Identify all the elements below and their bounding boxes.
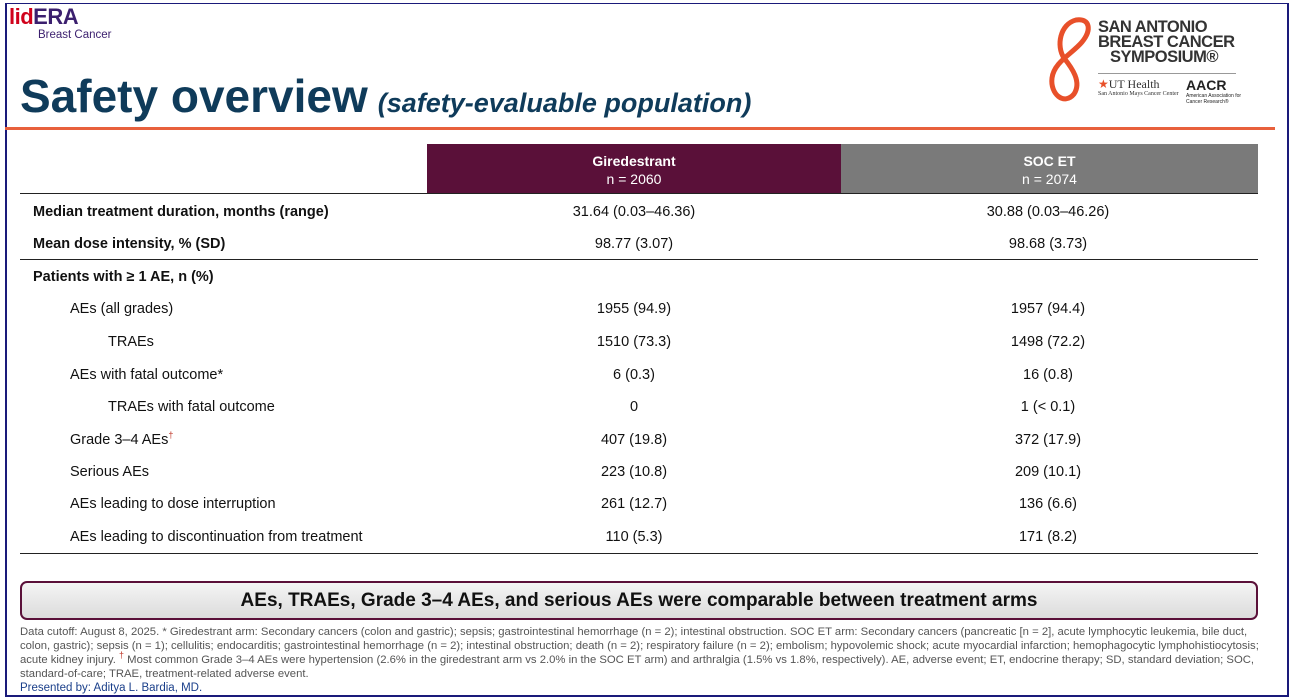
row-label: AEs (all grades) (70, 299, 173, 319)
row-label: Serious AEs (70, 462, 149, 482)
soc-et-value: 171 (8.2) (1018, 529, 1078, 545)
giredestrant-value: 1955 (94.9) (596, 301, 672, 317)
soc-et-value: 98.68 (3.73) (1008, 236, 1088, 252)
table-divider (20, 259, 1258, 260)
row-label-text: TRAEs (108, 334, 154, 350)
ut-text: UT Health (1108, 77, 1160, 91)
row-label-text: AEs leading to dose interruption (70, 496, 276, 512)
conclusion-box: AEs, TRAEs, Grade 3–4 AEs, and serious A… (20, 581, 1258, 620)
row-label-text: Median treatment duration, months (range… (33, 204, 329, 220)
soc-et-value: 30.88 (0.03–46.26) (986, 204, 1110, 220)
column-header-giredestrant: Giredestrant n = 2060 (427, 144, 841, 193)
table-row: Patients with ≥ 1 AE, n (%) (20, 267, 1258, 287)
ut-sub: San Antonio Mays Cancer Center (1098, 91, 1179, 97)
star-shield-icon: ★ (1098, 77, 1109, 91)
giredestrant-value: 223 (10.8) (600, 464, 668, 480)
table-row: Serious AEs 223 (10.8) 209 (10.1) (20, 462, 1258, 482)
slide-frame (5, 3, 1289, 697)
ut-health-logo: ★UT Health San Antonio Mays Cancer Center (1098, 78, 1182, 98)
page-subtitle: (safety-evaluable population) (377, 88, 752, 118)
row-label-text: AEs leading to discontinuation from trea… (70, 529, 363, 545)
row-label: Grade 3–4 AEs† (70, 430, 173, 450)
row-label: Patients with ≥ 1 AE, n (%) (33, 267, 214, 287)
giredestrant-value: 98.77 (3.07) (594, 236, 674, 252)
table-row: AEs with fatal outcome* 6 (0.3) 16 (0.8) (20, 365, 1258, 385)
table-divider (20, 193, 1258, 194)
giredestrant-value: 407 (19.8) (600, 432, 668, 448)
row-label: TRAEs with fatal outcome (108, 397, 275, 417)
lidera-logo: lidERA (9, 4, 79, 29)
bottom-notes: Data cutoff: August 8, 2025. * Giredestr… (20, 625, 1275, 695)
row-label: AEs leading to discontinuation from trea… (70, 527, 363, 547)
footnote-1: Data cutoff: August 8, 2025. * Giredestr… (20, 626, 1259, 666)
column-header-soc-et: SOC ET n = 2074 (841, 144, 1258, 193)
giredestrant-value: 261 (12.7) (600, 496, 668, 512)
logo-text-2: ERA (33, 4, 79, 29)
row-label: TRAEs (108, 332, 154, 352)
table-row: AEs leading to dose interruption 261 (12.… (20, 494, 1258, 514)
footnote-2: Most common Grade 3–4 AEs were hypertens… (20, 654, 1255, 680)
title-rule (5, 127, 1275, 130)
column-n: n = 2074 (1022, 171, 1077, 187)
table-row: TRAEs 1510 (73.3) 1498 (72.2) (20, 332, 1258, 352)
table-row: AEs leading to discontinuation from trea… (20, 527, 1258, 547)
row-label-text: Serious AEs (70, 464, 149, 480)
footnotes: Data cutoff: August 8, 2025. * Giredestr… (20, 625, 1275, 681)
table-divider (20, 553, 1258, 554)
column-name: SOC ET (1023, 153, 1076, 169)
sabcs-line3: SYMPOSIUM® (1110, 48, 1219, 66)
table-row: TRAEs with fatal outcome 0 1 (< 0.1) (20, 397, 1258, 417)
row-label: AEs with fatal outcome* (70, 365, 223, 385)
row-label-text: Mean dose intensity, % (SD) (33, 236, 226, 252)
ribbon-icon (1049, 17, 1091, 102)
table-row: Grade 3–4 AEs† 407 (19.8) 372 (17.9) (20, 430, 1258, 450)
giredestrant-value: 31.64 (0.03–46.36) (572, 204, 696, 220)
logo-text-1: lid (9, 4, 34, 29)
row-label: Median treatment duration, months (range… (33, 202, 329, 222)
sabcs-line1: SAN ANTONIO (1098, 18, 1208, 36)
giredestrant-value: 0 (629, 399, 639, 415)
row-label-text: Patients with ≥ 1 AE, n (%) (33, 269, 214, 285)
table-row: AEs (all grades) 1955 (94.9) 1957 (94.4) (20, 299, 1258, 319)
row-label: Mean dose intensity, % (SD) (33, 234, 225, 254)
table-row: Median treatment duration, months (range… (20, 202, 1258, 222)
giredestrant-value: 1510 (73.3) (596, 334, 672, 350)
soc-et-value: 1498 (72.2) (1010, 334, 1086, 350)
logo-subtitle: Breast Cancer (38, 29, 112, 41)
title-text: Safety overview (20, 70, 368, 122)
aacr-logo: AACR American Association for Cancer Rese… (1186, 77, 1246, 106)
page-title: Safety overview (safety-evaluable populat… (20, 70, 751, 129)
row-label: AEs leading to dose interruption (70, 494, 276, 514)
table-row: Mean dose intensity, % (SD) 98.77 (3.07) 9… (20, 234, 1258, 254)
column-name: Giredestrant (592, 153, 676, 169)
giredestrant-value: 6 (0.3) (613, 367, 655, 383)
soc-et-value: 1 (< 0.1) (1020, 399, 1076, 415)
soc-et-value: 372 (17.9) (1014, 432, 1082, 448)
soc-et-value: 136 (6.6) (1018, 496, 1078, 512)
column-n: n = 2060 (606, 171, 662, 187)
sabcs-line2: BREAST CANCER (1098, 33, 1235, 51)
row-label-text: Grade 3–4 AEs (70, 432, 169, 448)
aacr-sub: American Association for Cancer Research… (1186, 93, 1242, 105)
dagger-mark: † (168, 430, 174, 441)
giredestrant-value: 110 (5.3) (605, 529, 663, 545)
sabcs-logo: SAN ANTONIO BREAST CANCER SYMPOSIUM® ★UT H… (1046, 14, 1246, 114)
aacr-text: AACR (1186, 77, 1227, 93)
footnote-dagger: † (119, 650, 125, 661)
row-label-text: AEs (all grades) (70, 301, 174, 317)
soc-et-value: 16 (0.8) (1023, 367, 1073, 383)
soc-et-value: 209 (10.1) (1014, 464, 1082, 480)
row-label-text: TRAEs with fatal outcome (108, 399, 275, 415)
presenter-credit: Presented by: Aditya L. Bardia, MD. (20, 682, 203, 694)
row-label-text: AEs with fatal outcome* (70, 367, 224, 383)
soc-et-value: 1957 (94.4) (1010, 301, 1086, 317)
logo-divider (1098, 73, 1236, 74)
